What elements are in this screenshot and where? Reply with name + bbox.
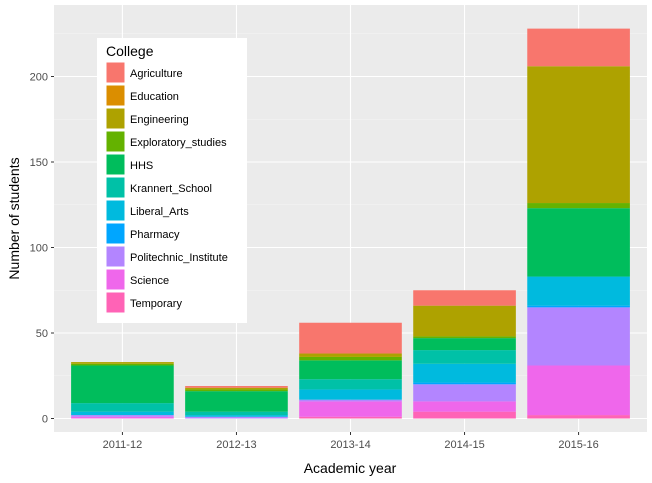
bar-segment-liberal-arts-2011-12 — [71, 411, 174, 416]
legend-label-education: Education — [130, 91, 179, 103]
bar-segment-science-2011-12 — [71, 416, 174, 419]
bar-segment-agriculture-2012-13 — [185, 386, 288, 388]
x-axis-ticks: 2011-12 2012-13 2013-14 2014-15 2015-16 — [103, 432, 599, 451]
bar-segment-agriculture-2014-15 — [413, 290, 516, 306]
legend-label-politechnic-institute: Politechnic_Institute — [130, 252, 228, 264]
bar-segment-politechnic-institute-2011-12 — [71, 415, 174, 417]
bar-segment-temporary-2015-16 — [527, 415, 630, 419]
legend-key-liberal-arts — [105, 199, 126, 222]
legend-key-pharmacy — [105, 222, 126, 245]
legend-label-pharmacy: Pharmacy — [130, 229, 180, 241]
bar-segment-politechnic-institute-2015-16 — [527, 307, 630, 366]
bar-segment-engineering-2015-16 — [527, 66, 630, 204]
bar-segment-temporary-2013-14 — [299, 416, 402, 419]
legend-key-hhs — [105, 153, 126, 176]
bar-segment-krannert-school-2012-13 — [185, 411, 288, 416]
bar-segment-politechnic-institute-2012-13 — [185, 416, 288, 419]
x-tick-label: 2011-12 — [103, 439, 143, 451]
legend-label-exploratory-studies: Exploratory_studies — [130, 137, 227, 149]
legend-key-politechnic-institute — [105, 245, 126, 268]
bar-segment-engineering-2011-12 — [71, 362, 174, 364]
legend-label-hhs: HHS — [130, 160, 153, 172]
legend-label-liberal-arts: Liberal_Arts — [130, 206, 189, 218]
bar-segment-science-2013-14 — [299, 401, 402, 417]
bar-segment-pharmacy-2015-16 — [527, 305, 630, 308]
legend-key-krannert-school — [105, 176, 126, 199]
bar-segment-hhs-2014-15 — [413, 338, 516, 351]
bar-segment-science-2015-16 — [527, 365, 630, 416]
bar-segment-hhs-2015-16 — [527, 208, 630, 277]
bar-segment-liberal-arts-2012-13 — [185, 415, 288, 417]
bars — [71, 28, 630, 419]
bar-segment-exploratory-studies-2015-16 — [527, 203, 630, 209]
y-tick-label: 50 — [36, 328, 48, 340]
x-axis-title: Academic year — [304, 460, 397, 476]
y-axis-ticks: 0 50 100 150 200 — [30, 72, 54, 426]
bar-segment-hhs-2013-14 — [299, 360, 402, 380]
bar-segment-liberal-arts-2015-16 — [527, 276, 630, 306]
bar-segment-hhs-2012-13 — [185, 391, 288, 412]
bar-segment-engineering-2012-13 — [185, 387, 288, 390]
bar-segment-krannert-school-2014-15 — [413, 350, 516, 364]
legend-key-education — [105, 84, 126, 107]
bar-segment-agriculture-2013-14 — [299, 322, 402, 354]
bar-segment-exploratory-studies-2012-13 — [185, 389, 288, 392]
legend-label-agriculture: Agriculture — [130, 68, 183, 80]
bar-segment-science-2014-15 — [413, 401, 516, 412]
legend-label-engineering: Engineering — [130, 114, 189, 126]
bar-segment-pharmacy-2014-15 — [413, 382, 516, 385]
legend: College Agriculture Education Engineering E… — [97, 38, 247, 323]
legend-label-temporary: Temporary — [130, 298, 182, 310]
x-tick-label: 2014-15 — [444, 439, 484, 451]
y-axis-title: Number of students — [6, 157, 22, 279]
y-tick-label: 0 — [42, 414, 48, 426]
bar-segment-temporary-2014-15 — [413, 411, 516, 419]
bar-segment-krannert-school-2011-12 — [71, 403, 174, 412]
y-tick-label: 200 — [30, 72, 48, 84]
bar-segment-liberal-arts-2013-14 — [299, 389, 402, 400]
bar-segment-agriculture-2015-16 — [527, 28, 630, 67]
legend-key-agriculture — [105, 61, 126, 84]
bar-segment-krannert-school-2013-14 — [299, 379, 402, 390]
bar-segment-exploratory-studies-2011-12 — [71, 363, 174, 366]
bar-segment-engineering-2014-15 — [413, 305, 516, 337]
x-tick-label: 2013-14 — [330, 439, 370, 451]
bar-segment-engineering-2013-14 — [299, 353, 402, 357]
legend-label-science: Science — [130, 275, 169, 287]
legend-key-engineering — [105, 107, 126, 130]
legend-key-science — [105, 268, 126, 291]
legend-title: College — [106, 43, 154, 59]
legend-key-exploratory-studies — [105, 130, 126, 153]
bar-segment-exploratory-studies-2013-14 — [299, 356, 402, 361]
legend-key-temporary — [105, 291, 126, 314]
bar-segment-exploratory-studies-2014-15 — [413, 336, 516, 339]
bar-segment-politechnic-institute-2014-15 — [413, 384, 516, 402]
y-tick-label: 100 — [30, 243, 48, 255]
bar-segment-hhs-2011-12 — [71, 365, 174, 404]
y-tick-label: 150 — [30, 157, 48, 169]
legend-label-krannert-school: Krannert_School — [130, 183, 212, 195]
bar-segment-liberal-arts-2014-15 — [413, 363, 516, 383]
x-tick-label: 2012-13 — [216, 439, 256, 451]
bar-segment-politechnic-institute-2013-14 — [299, 399, 402, 402]
x-tick-label: 2015-16 — [558, 439, 598, 451]
legend-items: Agriculture Education Engineering Explorato… — [105, 61, 228, 314]
